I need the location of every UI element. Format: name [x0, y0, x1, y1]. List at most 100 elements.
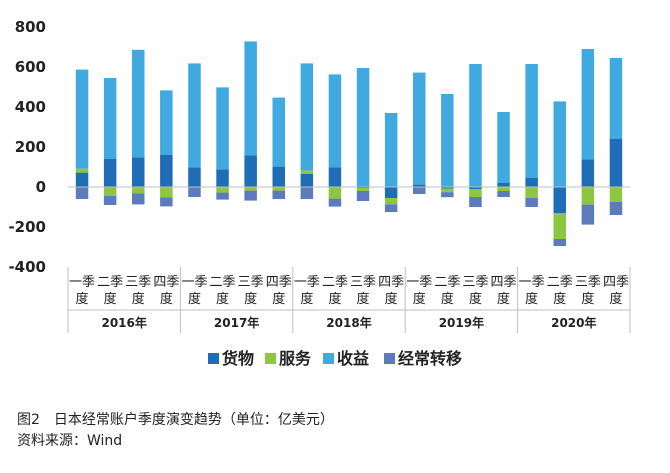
bar-segment — [132, 187, 145, 194]
x-tick-label: 一季度 — [406, 275, 432, 307]
y-tick-label: 800 — [15, 18, 46, 36]
bars — [75, 41, 623, 246]
x-tick-label: 二季度 — [434, 275, 460, 307]
bar-segment — [356, 68, 370, 187]
x-tick-label: 四季度 — [266, 275, 292, 307]
bar-segment — [75, 168, 89, 173]
x-group-label: 2020年 — [551, 315, 596, 330]
bar-segment — [553, 213, 566, 239]
bar-segment — [216, 87, 229, 170]
bar-segment — [132, 157, 145, 187]
legend-swatch — [384, 353, 395, 364]
bar-segment — [272, 166, 285, 187]
bar-segment — [216, 192, 229, 200]
bar-segment — [300, 187, 314, 199]
legend-swatch — [323, 353, 334, 364]
bar-segment — [553, 239, 566, 246]
bar-segment — [272, 97, 285, 167]
y-axis: -400 -200 0 200 400 600 800 — [8, 18, 46, 276]
bar-segment — [132, 49, 145, 158]
bar-segment — [244, 155, 257, 187]
bar-segment — [581, 204, 595, 225]
bar-segment — [384, 113, 398, 187]
bar-segment — [328, 74, 342, 168]
y-tick-label: 600 — [15, 58, 46, 76]
bar-segment — [384, 198, 398, 205]
bar-segment — [272, 187, 285, 191]
legend-swatch — [265, 353, 276, 364]
bar-segment — [216, 169, 229, 187]
bar-segment — [497, 183, 510, 187]
x-tick-label: 一季度 — [294, 275, 320, 307]
bar-segment — [469, 197, 482, 207]
x-tick-label: 四季度 — [153, 275, 179, 307]
bar-segment — [188, 187, 201, 197]
bar-segment — [441, 188, 454, 193]
bar-segment — [103, 187, 117, 196]
bar-segment — [384, 187, 398, 198]
bar-segment — [525, 64, 538, 178]
x-tick-label: 三季度 — [238, 275, 264, 307]
bar-segment — [300, 170, 314, 174]
x-tick-label: 四季度 — [491, 275, 517, 307]
x-tick-label: 二季度 — [97, 275, 123, 307]
bar-segment — [581, 187, 595, 205]
x-group-label: 2018年 — [326, 315, 371, 330]
x-tick-label: 二季度 — [322, 275, 348, 307]
y-tick-label: -200 — [8, 218, 46, 236]
bar-segment — [609, 202, 623, 215]
bar-segment — [413, 72, 426, 185]
bar-segment — [469, 187, 482, 189]
bar-segment — [216, 187, 229, 193]
figure-caption: 图2 日本经常账户季度演变趋势（单位：亿美元） — [17, 412, 334, 428]
x-group-label: 2019年 — [439, 315, 484, 330]
bar-segment — [553, 187, 566, 213]
bar-segment — [244, 190, 257, 201]
bar-segment — [75, 187, 89, 199]
bar-segment — [553, 101, 566, 187]
bar-segment — [497, 187, 510, 191]
bar-segment — [525, 178, 538, 187]
y-tick-label: -400 — [8, 258, 46, 276]
bar-segment — [188, 167, 201, 187]
bar-segment — [272, 190, 285, 199]
x-group-label: 2016年 — [101, 315, 146, 330]
bar-segment — [160, 155, 173, 187]
y-tick-label: 200 — [15, 138, 46, 156]
x-tick-label: 三季度 — [350, 275, 376, 307]
bar-segment — [413, 184, 426, 187]
bar-segment — [609, 187, 623, 202]
bar-segment — [300, 63, 314, 171]
bar-segment — [497, 112, 510, 183]
legend-label: 经常转移 — [398, 349, 462, 368]
bar-segment — [103, 196, 117, 205]
x-tick-label: 一季度 — [69, 275, 95, 307]
bar-segment — [581, 49, 595, 160]
bar-segment — [300, 174, 314, 187]
bar-segment — [356, 191, 370, 201]
legend-label: 货物 — [222, 349, 254, 368]
bar-segment — [328, 167, 342, 187]
x-axis: 一季度二季度三季度四季度一季度二季度三季度四季度一季度二季度三季度四季度一季度二… — [67, 186, 631, 333]
bar-segment — [160, 90, 173, 155]
x-tick-label: 三季度 — [125, 275, 151, 307]
bar-segment — [441, 187, 454, 189]
bar-segment — [609, 139, 623, 187]
bar-segment — [497, 191, 510, 197]
x-tick-label: 一季度 — [519, 275, 545, 307]
y-tick-label: 400 — [15, 98, 46, 116]
legend-swatch — [208, 353, 219, 364]
bar-segment — [581, 159, 595, 187]
bar-segment — [328, 198, 342, 207]
legend-label: 收益 — [337, 349, 369, 368]
bar-segment — [103, 78, 117, 159]
bar-segment — [244, 41, 257, 156]
bar-segment — [356, 188, 370, 191]
bar-segment — [609, 58, 623, 139]
bar-segment — [469, 189, 482, 197]
legend-label: 服务 — [279, 349, 312, 368]
bar-segment — [441, 94, 454, 187]
bar-segment — [384, 204, 398, 212]
x-tick-label: 四季度 — [603, 275, 629, 307]
